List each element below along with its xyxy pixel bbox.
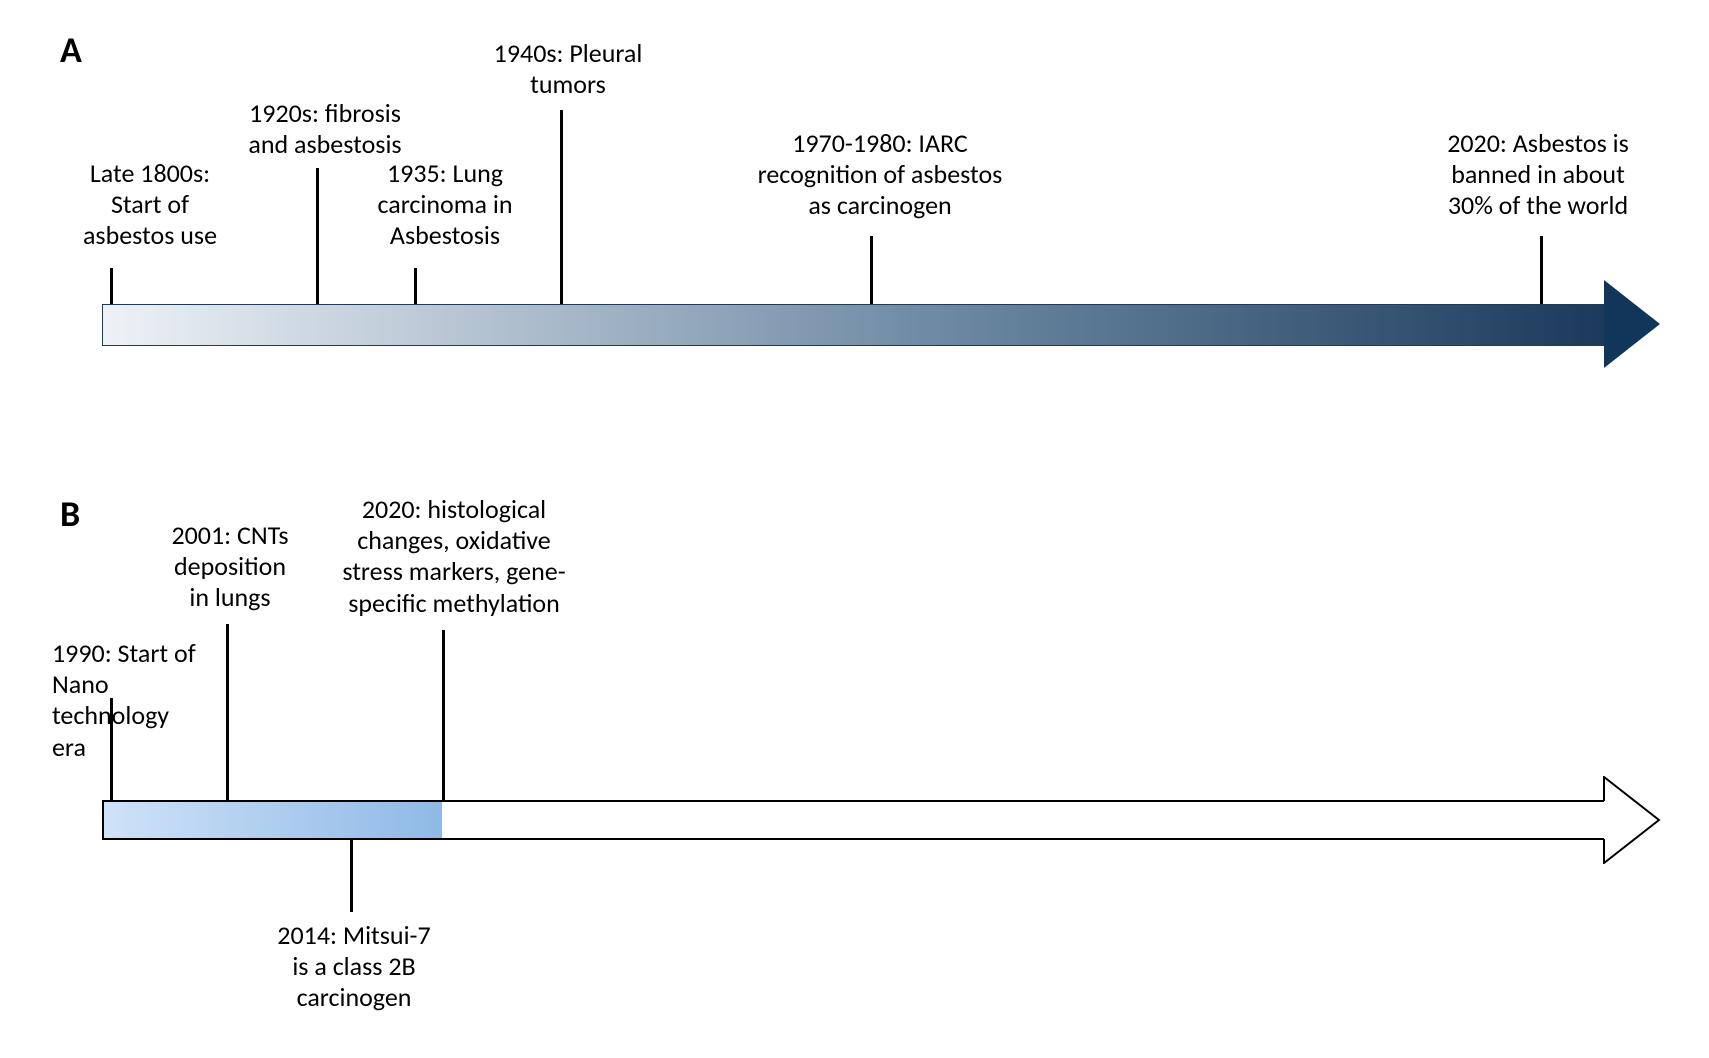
panel-b-label: B xyxy=(60,492,80,536)
a-ev-2020-label: 2020: Asbestos is banned in about 30% of… xyxy=(1398,128,1678,222)
a-ev-1935-label: 1935: Lung carcinoma in Asbestosis xyxy=(340,158,550,252)
b-ev-2020-label: 2020: histological changes, oxidative st… xyxy=(294,494,614,619)
b-ev-2001-tick xyxy=(226,624,229,800)
timeline-b-bar-fill xyxy=(104,802,442,838)
a-ev-1800s-label: Late 1800s: Start of asbestos use xyxy=(40,158,260,252)
timeline-a-bar xyxy=(102,304,1606,346)
b-ev-1990-tick xyxy=(110,698,113,800)
timeline-a-arrow xyxy=(102,304,1660,344)
a-ev-1940s-tick xyxy=(560,110,563,304)
b-ev-2020-tick xyxy=(442,630,445,800)
a-ev-1920s-tick xyxy=(316,168,319,304)
b-ev-1990-label: 1990: Start of Nano technology era xyxy=(52,638,262,763)
a-ev-1970-label: 1970-1980: IARC recognition of asbestos … xyxy=(700,128,1060,222)
a-ev-1920s-label: 1920s: fibrosis and asbestosis xyxy=(210,98,440,160)
timeline-b-arrowhead xyxy=(1603,776,1661,864)
b-ev-2014-label: 2014: Mitsui-7 is a class 2B carcinogen xyxy=(234,920,474,1014)
timeline-b-arrow xyxy=(102,800,1660,840)
a-ev-1800s-tick xyxy=(110,268,113,304)
panel-a-label: A xyxy=(60,28,82,72)
a-ev-1935-tick xyxy=(414,268,417,304)
timeline-diagram: A B Late 1800s: Start of asbestos use192… xyxy=(0,0,1709,1058)
a-ev-1970-tick xyxy=(870,236,873,304)
a-ev-2020-tick xyxy=(1540,236,1543,304)
b-ev-2014-tick xyxy=(350,840,353,912)
a-ev-1940s-label: 1940s: Pleural tumors xyxy=(448,38,688,100)
timeline-a-arrowhead xyxy=(1604,280,1660,368)
